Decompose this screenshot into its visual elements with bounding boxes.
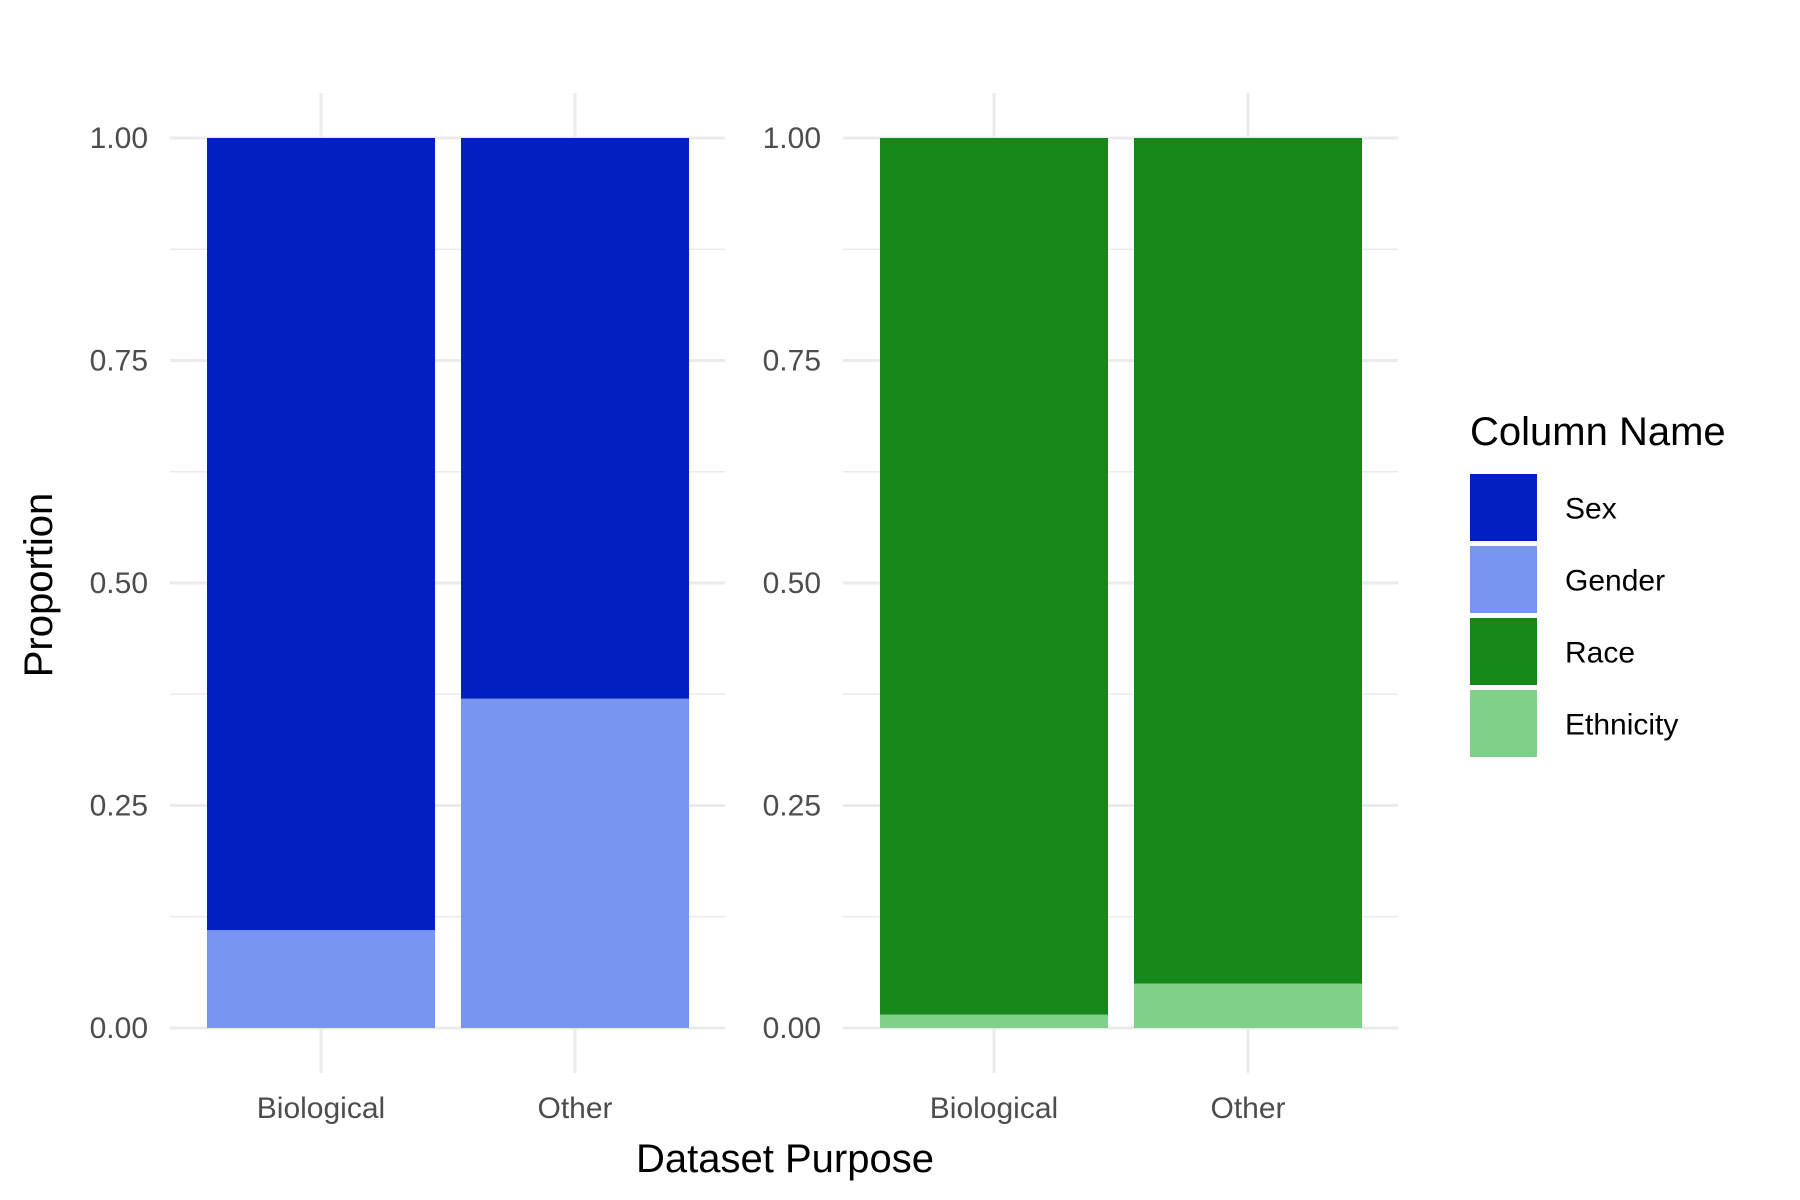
bar-sex-biological: [207, 138, 435, 931]
x-axis-title: Dataset Purpose: [636, 1137, 934, 1181]
panel-2: 0.00 0.25 0.50 0.75 1.00 Biological Other: [763, 93, 1398, 1125]
y-tick-label: 0.50: [763, 567, 821, 600]
bar-ethnicity-biological: [880, 1014, 1108, 1028]
x-tick-label: Other: [1210, 1092, 1285, 1125]
bar-sex-other: [461, 138, 689, 699]
y-tick-label: 0.00: [763, 1012, 821, 1045]
y-tick-label: 0.25: [763, 790, 821, 823]
legend-key-sex: [1470, 474, 1537, 541]
x-tick-label: Biological: [257, 1092, 385, 1125]
x-tick-label: Biological: [930, 1092, 1058, 1125]
bar-ethnicity-other: [1134, 983, 1362, 1028]
y-tick-label: 0.75: [763, 345, 821, 378]
y-axis-title: Proportion: [17, 493, 61, 678]
legend-label-gender: Gender: [1565, 565, 1665, 598]
x-tick-label: Other: [537, 1092, 612, 1125]
panel-1: 0.00 0.25 0.50 0.75 1.00 Biological Other: [90, 93, 725, 1125]
legend-key-ethnicity: [1470, 690, 1537, 757]
bar-race-other: [1134, 138, 1362, 984]
legend-title: Column Name: [1470, 410, 1726, 454]
legend-label-race: Race: [1565, 637, 1635, 670]
bar-gender-biological: [207, 930, 435, 1028]
y-tick-label: 1.00: [90, 122, 148, 155]
bar-gender-other: [461, 698, 689, 1028]
legend: Column Name Sex Gender Race Ethnicity: [1470, 410, 1726, 757]
y-tick-label: 0.50: [90, 567, 148, 600]
y-tick-label: 0.25: [90, 790, 148, 823]
legend-key-gender: [1470, 546, 1537, 613]
legend-key-race: [1470, 618, 1537, 685]
y-tick-label: 0.00: [90, 1012, 148, 1045]
legend-label-ethnicity: Ethnicity: [1565, 709, 1678, 742]
y-tick-label: 1.00: [763, 122, 821, 155]
legend-label-sex: Sex: [1565, 493, 1617, 526]
y-tick-label: 0.75: [90, 345, 148, 378]
bar-race-biological: [880, 138, 1108, 1015]
